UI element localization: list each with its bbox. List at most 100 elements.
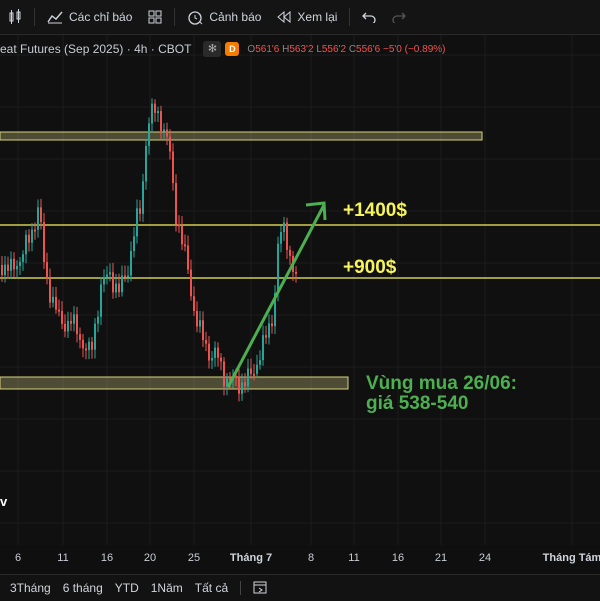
candle-body — [235, 375, 237, 378]
x-tick-month: Tháng Tám — [542, 552, 600, 564]
settings-star-icon[interactable]: ✻ — [203, 41, 222, 57]
replay-button[interactable]: Xem lại — [269, 0, 345, 34]
chart-grid — [0, 35, 600, 545]
candle-body — [97, 316, 99, 324]
candles-icon — [9, 9, 21, 24]
alarm-clock-icon — [188, 11, 203, 25]
candle-body — [121, 275, 123, 293]
candle-body — [157, 111, 159, 114]
candle-body — [163, 129, 165, 132]
trend-arrow[interactable] — [226, 204, 326, 388]
candle-body — [85, 348, 87, 351]
goto-date-button[interactable] — [247, 580, 273, 597]
candle-body — [46, 262, 48, 279]
alerts-button[interactable]: Cảnh báo — [179, 0, 269, 34]
indicators-button[interactable]: Các chỉ báo — [39, 0, 140, 34]
candle-body — [106, 274, 108, 277]
candle-body — [34, 229, 36, 232]
candle-body — [124, 275, 126, 278]
candle-body — [262, 335, 264, 361]
x-tick: 6 — [14, 552, 22, 564]
candle-type-button[interactable] — [0, 0, 30, 34]
alerts-label: Cảnh báo — [209, 10, 262, 24]
candle-body — [238, 376, 240, 394]
candle-body — [184, 244, 186, 247]
candle-body — [178, 224, 180, 227]
candle-body — [199, 320, 201, 327]
x-tick: 16 — [100, 552, 114, 564]
close-value: 556'6 — [356, 43, 381, 55]
top-toolbar: Các chỉ báo Cảnh báo Xem lại — [0, 0, 600, 35]
candle-body — [139, 208, 141, 214]
candle-body — [64, 323, 66, 332]
ohlc-values: O561'6 H563'2 L556'2 C556'6 −5'0 (−0.89%… — [247, 44, 445, 55]
x-tick: 8 — [307, 552, 315, 564]
layouts-button[interactable] — [140, 0, 170, 34]
buy-zone-label-line1[interactable]: Vùng mua 26/06: — [366, 373, 517, 394]
open-value: 561'6 — [255, 43, 280, 55]
candle-body — [16, 265, 18, 270]
candle-body — [196, 310, 198, 327]
candle-body — [253, 373, 255, 376]
candle-body — [160, 111, 162, 132]
candle-body — [22, 254, 24, 262]
range-1y-button[interactable]: 1Năm — [150, 581, 183, 595]
change-value: −5'0 (−0.89%) — [382, 43, 446, 55]
delayed-badge: D — [225, 42, 240, 56]
candle-body — [76, 314, 78, 335]
candle-body — [67, 320, 69, 332]
buy-zone-label-line2[interactable]: giá 538-540 — [366, 393, 469, 414]
candle-body — [190, 269, 192, 297]
x-tick: 25 — [187, 552, 201, 564]
symbol-title[interactable]: eat Futures (Sep 2025) · 4h · CBOT — [0, 42, 192, 56]
candle-body — [280, 232, 282, 244]
chart-canvas[interactable] — [0, 35, 600, 545]
candle-body — [115, 283, 117, 293]
bottom-range-bar: 3Tháng 6 tháng YTD 1Năm Tất cả — [0, 574, 600, 601]
candle-body — [79, 334, 81, 340]
range-3m-button[interactable]: 3Tháng — [10, 581, 51, 595]
candlestick-series — [1, 98, 297, 402]
candle-body — [103, 276, 105, 285]
level-label-900[interactable]: +900$ — [343, 257, 397, 278]
candle-body — [25, 234, 27, 255]
candle-body — [268, 323, 270, 338]
candle-body — [40, 207, 42, 223]
range-ytd-button[interactable]: YTD — [114, 581, 139, 595]
candle-body — [73, 314, 75, 324]
time-axis[interactable]: 6 11 16 20 25 Tháng 7 8 11 16 21 24 Thán… — [0, 548, 600, 570]
buy-zone-box[interactable] — [0, 376, 349, 390]
replay-label: Xem lại — [297, 10, 338, 24]
range-all-button[interactable]: Tất cả — [194, 581, 229, 595]
candle-body — [127, 275, 129, 278]
candle-body — [181, 225, 183, 245]
candle-body — [151, 103, 153, 124]
symbol-legend: eat Futures (Sep 2025) · 4h · CBOT ✻ D O… — [0, 38, 446, 60]
candle-body — [112, 272, 114, 293]
candle-body — [217, 347, 219, 358]
range-6m-button[interactable]: 6 tháng — [62, 581, 103, 595]
resistance-zone-box[interactable] — [0, 131, 483, 141]
price-chart[interactable] — [0, 35, 600, 545]
candle-body — [109, 272, 111, 275]
candle-body — [10, 258, 12, 271]
candle-body — [136, 208, 138, 237]
candle-body — [91, 341, 93, 350]
trend-arrow-head — [305, 201, 327, 221]
indicators-icon — [47, 11, 63, 24]
candle-body — [94, 323, 96, 350]
x-tick: 11 — [348, 552, 360, 564]
x-tick: 20 — [143, 552, 157, 564]
candle-body — [130, 250, 132, 276]
candle-body — [145, 145, 147, 182]
low-label: L — [316, 43, 322, 55]
redo-button[interactable] — [384, 0, 414, 34]
undo-button[interactable] — [354, 0, 384, 34]
grid-icon — [148, 10, 162, 24]
candle-body — [286, 222, 288, 250]
candle-body — [259, 360, 261, 365]
candle-body — [148, 123, 150, 146]
level-label-1400[interactable]: +1400$ — [343, 200, 407, 221]
candle-body — [175, 183, 177, 225]
candle-body — [13, 258, 15, 270]
